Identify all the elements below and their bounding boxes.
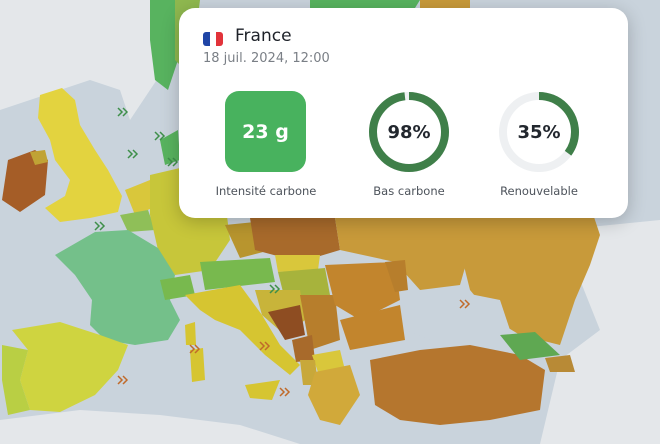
country-italy[interactable] [185, 285, 300, 375]
outside-land [0, 0, 175, 120]
country-belgium[interactable] [120, 210, 155, 232]
country-austria[interactable] [200, 258, 275, 290]
country-france[interactable] [55, 230, 180, 345]
renewable-label: Renouvelable [500, 184, 578, 198]
country-name: France [235, 26, 292, 46]
country-ireland[interactable] [2, 150, 48, 212]
country-montenegro[interactable] [292, 335, 315, 362]
country-corsica[interactable] [185, 322, 196, 345]
country-bulgaria[interactable] [340, 305, 405, 350]
country-romania[interactable] [325, 262, 400, 320]
country-switzerland[interactable] [160, 275, 195, 300]
country-armenia[interactable] [545, 355, 575, 372]
country-norway[interactable] [150, 0, 178, 90]
country-n-macedonia[interactable] [312, 350, 345, 372]
country-sicily[interactable] [245, 380, 280, 400]
country-greece[interactable] [308, 365, 360, 425]
country-turkey[interactable] [370, 345, 545, 425]
france-flag-icon [203, 32, 223, 46]
east-land [540, 220, 660, 444]
country-sardinia[interactable] [190, 348, 205, 382]
low-carbon-label: Bas carbone [373, 184, 445, 198]
country-russia-top[interactable] [420, 0, 470, 8]
country-info-card: France 18 juil. 2024, 12:00 23 g Intensi… [179, 8, 628, 218]
low-carbon-ring [369, 92, 449, 172]
country-georgia[interactable] [500, 332, 560, 360]
country-bosnia[interactable] [268, 305, 305, 340]
renewable-value: 35% [517, 121, 561, 143]
country-poland[interactable] [250, 218, 340, 262]
africa-land [0, 410, 300, 444]
carbon-intensity-value: 23 g [225, 91, 306, 172]
renewable-ring [499, 92, 579, 172]
black-sea [405, 290, 510, 345]
country-spain[interactable] [12, 322, 128, 412]
country-denmark[interactable] [160, 130, 180, 165]
solar-icon [117, 299, 471, 397]
wind-icon [94, 107, 281, 294]
country-portugal[interactable] [2, 345, 30, 415]
timestamp: 18 juil. 2024, 12:00 [203, 51, 330, 66]
country-n-ireland[interactable] [30, 150, 48, 165]
carbon-intensity-label: Intensité carbone [215, 184, 317, 198]
country-slovakia[interactable] [275, 255, 320, 272]
country-finland-top[interactable] [310, 0, 420, 8]
country-moldova[interactable] [385, 260, 408, 292]
country-uk[interactable] [38, 88, 122, 222]
country-ukraine[interactable] [335, 212, 470, 290]
low-carbon-value: 98% [387, 121, 431, 143]
